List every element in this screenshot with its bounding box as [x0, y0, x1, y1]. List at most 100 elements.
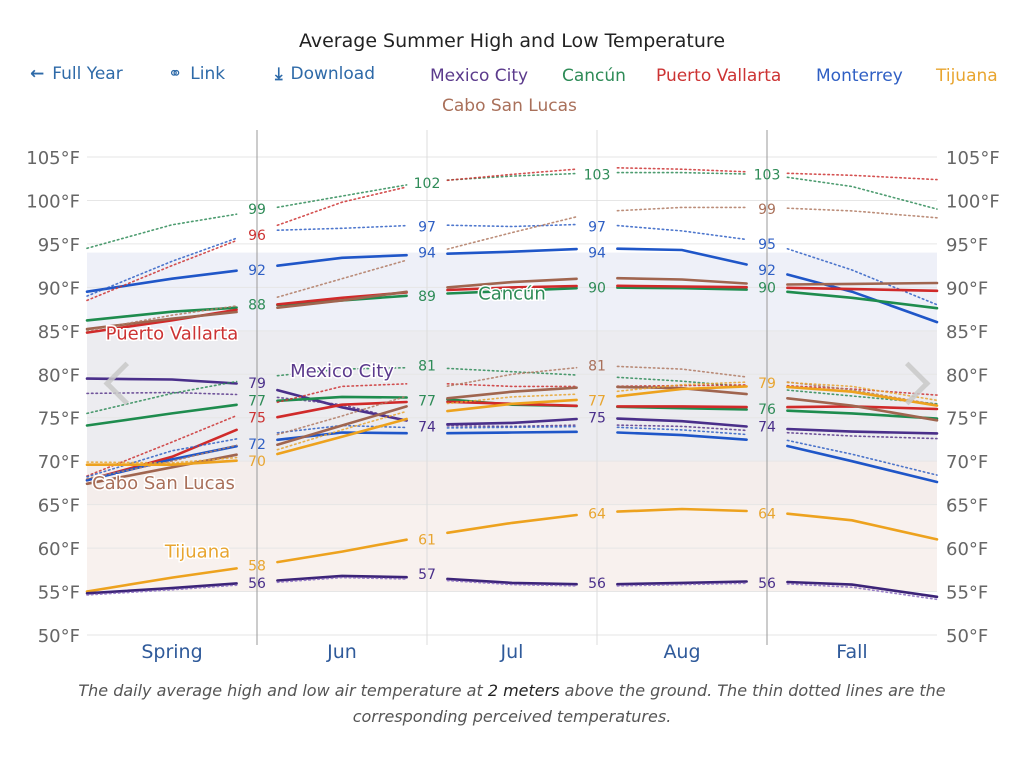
point-label-23: 90: [588, 280, 606, 296]
series-line-cabo-san-lucas-low-perceived-seg-2: [276, 395, 408, 436]
point-label-5: 77: [248, 393, 266, 409]
series-line-canc-n-high-perceived-seg-2: [276, 184, 408, 209]
series-line-puerto-vallarta-low-perceived-seg-5: [786, 384, 938, 396]
x-tick-spring: Spring: [141, 641, 202, 663]
series-line-tijuana-high-seg-2: [276, 538, 408, 564]
series-line-mexico-city-low-seg-2: [276, 388, 408, 422]
x-tick-fall: Fall: [836, 641, 867, 663]
point-label-35: 76: [758, 402, 776, 418]
series-line-tijuana-high-seg-5: [786, 512, 939, 541]
point-label-34: 79: [758, 376, 776, 392]
y-tick-left-55: 55°F: [38, 583, 80, 604]
y-tick-right-75: 75°F: [946, 409, 988, 430]
y-tick-right-95: 95°F: [946, 235, 988, 256]
y-tick-right-85: 85°F: [946, 322, 988, 343]
series-line-puerto-vallarta-high-perceived-seg-1: [86, 239, 238, 302]
series-line-puerto-vallarta-low-perceived-seg-1: [86, 414, 238, 477]
point-label-19: 57: [418, 567, 436, 583]
download-label: Download: [290, 64, 376, 84]
point-label-30: 99: [758, 202, 776, 218]
point-label-20: 103: [584, 167, 611, 183]
series-line-tijuana-high-seg-4: [616, 507, 748, 513]
series-line-monterrey-high-perceived-seg-1: [86, 237, 238, 297]
y-tick-left-105: 105°F: [26, 148, 80, 169]
series-line-canc-n-high-perceived-seg-4: [616, 171, 748, 175]
legend-item-cancun[interactable]: Cancún: [562, 66, 626, 86]
series-line-tijuana-low-seg-5: [786, 385, 939, 407]
series-line-tijuana-high-seg-1: [85, 567, 238, 593]
link-button[interactable]: ⚭ Link: [168, 64, 225, 84]
link-icon: ⚭: [168, 64, 183, 84]
series-line-canc-n-low-seg-2: [276, 395, 408, 403]
series-line-mexico-city-high-perceived-seg-5: [786, 431, 938, 440]
legend-item-monterrey[interactable]: Monterrey: [816, 66, 903, 86]
series-line-monterrey-high-seg-5: [786, 273, 939, 324]
point-label-7: 72: [248, 437, 266, 453]
series-line-mexico-city-low-seg-1: [85, 377, 238, 385]
legend-item-cabo-san-lucas[interactable]: Cabo San Lucas: [442, 96, 577, 116]
series-line-mexico-city-high-perceived-seg-1: [86, 391, 238, 396]
y-tick-left-95: 95°F: [38, 235, 80, 256]
series-line-monterrey-high-seg-1: [85, 269, 238, 293]
legend-item-puerto-vallarta[interactable]: Puerto Vallarta: [656, 66, 782, 86]
series-line-tijuana-low-perceived-seg-4: [616, 381, 748, 393]
y-tick-left-65: 65°F: [38, 496, 80, 517]
arrow-left-icon: ←: [30, 64, 45, 84]
annotation-tijuana: Tijuana: [164, 542, 230, 563]
series-line-monterrey-high-perceived-seg-5: [786, 248, 938, 306]
y-tick-left-70: 70°F: [38, 452, 80, 473]
series-line-monterrey-high-seg-3: [446, 247, 578, 255]
download-icon: ⤓: [275, 64, 283, 84]
series-line-puerto-vallarta-high-perceived-seg-5: [786, 172, 938, 181]
series-line-puerto-vallarta-low-perceived-seg-2: [276, 383, 408, 404]
series-line-canc-n-low-seg-1: [85, 403, 238, 427]
series-line-cabo-san-lucas-low-seg-1: [85, 453, 238, 486]
series-line-canc-n-high-perceived-seg-5: [786, 176, 938, 210]
y-tick-right-65: 65°F: [946, 496, 988, 517]
series-line-cabo-san-lucas-high-perceived-seg-5: [786, 207, 938, 219]
point-label-17: 74: [418, 419, 436, 435]
series-line-tijuana-low-perceived-seg-1: [86, 456, 238, 464]
point-label-18: 61: [418, 532, 436, 548]
y-tick-left-50: 50°F: [38, 626, 80, 647]
point-label-3: 88: [248, 298, 266, 314]
y-tick-right-100: 100°F: [946, 191, 1000, 212]
series-line-monterrey-high-perceived-seg-2: [276, 224, 408, 231]
series-line-cabo-san-lucas-low-seg-5: [786, 397, 939, 422]
point-label-2: 92: [248, 263, 266, 279]
point-label-24: 81: [588, 359, 606, 375]
series-line-monterrey-low-perceived-seg-4: [616, 426, 748, 436]
series-line-tijuana-low-perceived-seg-2: [276, 410, 408, 451]
series-line-mexico-city-high-low-seg-5: [786, 580, 939, 599]
series-line-tijuana-low-seg-2: [276, 417, 408, 456]
series-line-mexico-city-high-low-seg-4: [616, 580, 748, 586]
annotation-puerto-vallarta: Puerto Vallarta: [106, 324, 239, 345]
series-line-cabo-san-lucas-low-perceived-seg-4: [616, 365, 748, 378]
chart-caption: The daily average high and low air tempe…: [40, 678, 984, 730]
series-line-tijuana-low-seg-3: [446, 398, 578, 413]
download-button[interactable]: ⤓ Download: [275, 64, 375, 84]
y-tick-right-90: 90°F: [946, 278, 988, 299]
series-line-mexico-city-high-low-seg-2: [276, 574, 408, 582]
annotation-cabo-san-lucas: Cabo San Lucas: [92, 473, 235, 494]
series-line-monterrey-high-seg-2: [276, 253, 408, 267]
point-label-10: 56: [248, 576, 266, 592]
series-line-mexico-city-high-low-seg-3: [446, 577, 578, 586]
point-label-9: 58: [248, 558, 266, 574]
legend-item-mexico-city[interactable]: Mexico City: [430, 66, 529, 86]
series-line-cabo-san-lucas-high-perceived-seg-1: [86, 305, 238, 332]
series-line-puerto-vallarta-high-seg-4: [616, 284, 748, 289]
point-label-15: 81: [418, 359, 436, 375]
series-line-canc-n-high-perceived-seg-1: [86, 213, 238, 250]
point-label-14: 89: [418, 289, 436, 305]
legend-item-tijuana[interactable]: Tijuana: [936, 66, 998, 86]
full-year-button[interactable]: ← Full Year: [30, 64, 123, 84]
series-line-mexico-city-low-perceived-seg-2: [276, 576, 408, 584]
point-label-32: 92: [758, 263, 776, 279]
series-line-monterrey-low-seg-4: [616, 431, 748, 441]
series-line-monterrey-high-perceived-seg-3: [446, 223, 578, 228]
point-label-26: 75: [588, 411, 606, 427]
series-line-monterrey-low-seg-3: [446, 430, 578, 435]
series-line-mexico-city-low-perceived-seg-3: [446, 579, 578, 587]
